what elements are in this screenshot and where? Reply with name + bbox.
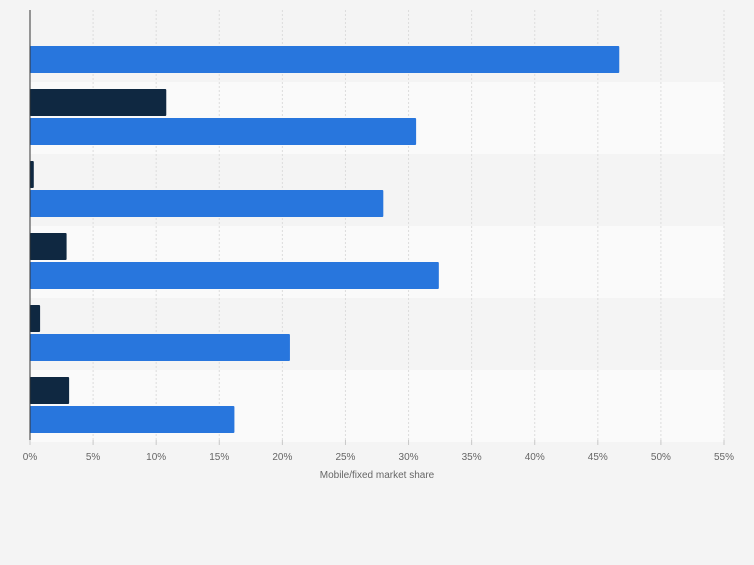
bar-blue (30, 46, 620, 73)
bar-dark (30, 305, 41, 332)
bar-blue (30, 406, 235, 433)
bar-dark (30, 89, 167, 116)
x-tick-label: 45% (588, 452, 608, 463)
x-tick-label: 50% (651, 452, 671, 463)
row-bands (30, 10, 724, 442)
x-tick-label: 0% (23, 452, 38, 463)
x-axis-title: Mobile/fixed market share (320, 470, 435, 481)
bar-dark (30, 377, 70, 404)
bar-blue (30, 262, 439, 289)
bars (30, 46, 620, 433)
x-tick-label: 30% (399, 452, 419, 463)
x-axis-ticks: 0% 5% 10% 15% 20% 25% 30% 35% 40% 45% 50% 55% (23, 440, 734, 463)
bar-blue (30, 334, 290, 361)
x-tick-label: 40% (525, 452, 545, 463)
x-tick-label: 5% (86, 452, 101, 463)
bar-dark (30, 233, 67, 260)
x-tick-label: 10% (146, 452, 166, 463)
x-tick-label: 25% (335, 452, 355, 463)
bar-blue (30, 118, 417, 145)
x-tick-label: 55% (714, 452, 734, 463)
bar-dark (30, 161, 34, 188)
bar-blue (30, 190, 384, 217)
x-tick-label: 15% (209, 452, 229, 463)
x-tick-label: 35% (462, 452, 482, 463)
x-tick-label: 20% (272, 452, 292, 463)
